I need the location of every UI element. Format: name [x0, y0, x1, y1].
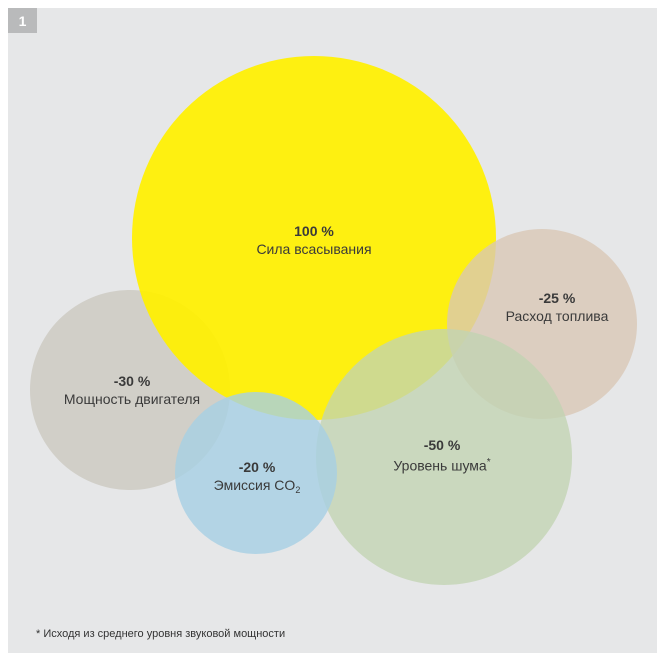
- co2-label: Эмиссия CO: [213, 477, 296, 493]
- circle-noise-level: [316, 329, 572, 585]
- label-co2: -20 % Эмиссия CO2: [214, 458, 301, 499]
- suction-value: 100 %: [294, 223, 334, 239]
- fuel-label: Расход топлива: [505, 308, 609, 324]
- engine-value: -30 %: [113, 373, 151, 389]
- noise-value: -50 %: [423, 437, 461, 453]
- noise-label: Уровень шума: [393, 457, 487, 474]
- suction-label: Сила всасывания: [256, 241, 372, 257]
- circle-suction-power: [132, 56, 496, 420]
- label-noise: -50 % Уровень шума*: [393, 436, 490, 475]
- label-suction: 100 % Сила всасывания: [256, 222, 371, 258]
- engine-label: Мощность двигателя: [63, 391, 201, 407]
- label-fuel: -25 % Расход топлива: [506, 289, 609, 325]
- co2-value: -20 %: [238, 459, 276, 475]
- noise-footnote-mark: *: [486, 457, 491, 468]
- label-engine: -30 % Мощность двигателя: [64, 372, 200, 408]
- fuel-value: -25 %: [538, 290, 576, 306]
- figure-panel: 1 100 % Сила всасывания -25 % Расход топ…: [8, 8, 657, 653]
- bubble-diagram: [30, 56, 637, 585]
- circle-co2-emission: [175, 392, 337, 554]
- co2-subscript: 2: [295, 485, 301, 495]
- figure-number-badge: 1: [8, 8, 37, 33]
- footnote: * Исходя из среднего уровня звуковой мощ…: [36, 628, 286, 640]
